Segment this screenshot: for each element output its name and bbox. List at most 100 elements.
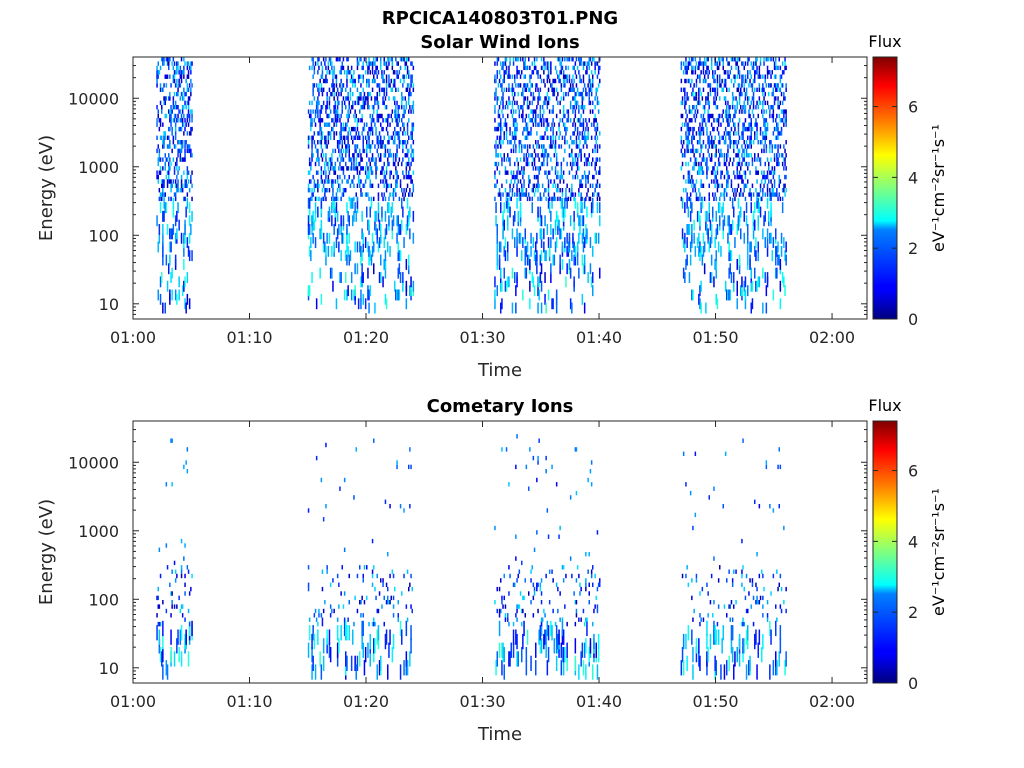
heatmap-cell: [357, 161, 360, 167]
heatmap-cell: [179, 608, 182, 614]
heatmap-cell: [733, 148, 735, 154]
heatmap-cell: [380, 179, 382, 184]
heatmap-cell: [369, 206, 371, 218]
heatmap-cell: [406, 83, 409, 88]
heatmap-cell: [757, 105, 759, 110]
heatmap-cell: [708, 83, 710, 88]
heatmap-cell: [727, 153, 729, 158]
heatmap-cell: [342, 604, 345, 609]
heatmap-cell: [336, 118, 339, 123]
heatmap-cell: [335, 78, 338, 84]
heatmap-cell: [496, 57, 498, 62]
heatmap-cell: [355, 131, 357, 136]
heatmap-cell: [765, 285, 768, 297]
heatmap-cell: [190, 109, 192, 114]
heatmap-cell: [557, 633, 559, 650]
heatmap-cell: [531, 161, 533, 167]
heatmap-cell: [395, 153, 397, 158]
heatmap-cell: [524, 254, 526, 266]
heatmap-cell: [341, 565, 343, 570]
heatmap-cell: [599, 196, 601, 202]
heatmap-cell: [524, 192, 526, 197]
heatmap-cell: [558, 74, 560, 79]
heatmap-cell: [723, 196, 726, 202]
heatmap-cell: [541, 153, 544, 158]
heatmap-cell: [312, 625, 314, 641]
heatmap-cell: [575, 153, 578, 158]
heatmap-cell: [496, 96, 498, 101]
heatmap-cell: [698, 61, 700, 66]
heatmap-cell: [352, 215, 354, 227]
heatmap-cell: [730, 250, 733, 262]
heatmap-cell: [324, 600, 326, 605]
heatmap-cell: [512, 96, 515, 101]
heatmap-cell: [521, 560, 523, 566]
heatmap-cell: [765, 148, 768, 154]
heatmap-cell: [736, 259, 738, 270]
heatmap-cell: [318, 100, 320, 106]
heatmap-cell: [366, 174, 368, 180]
heatmap-cell: [558, 122, 560, 127]
heatmap-cell: [738, 57, 741, 62]
heatmap-cell: [191, 196, 193, 202]
heatmap-cell: [783, 237, 785, 248]
heatmap-cell: [341, 140, 343, 145]
heatmap-cell: [515, 118, 517, 123]
heatmap-cell: [157, 109, 159, 114]
heatmap-cell: [561, 188, 564, 193]
heatmap-cell: [588, 552, 590, 557]
heatmap-cell: [518, 170, 521, 175]
heatmap-cell: [374, 78, 376, 84]
heatmap-cell: [392, 595, 395, 601]
heatmap-cell: [349, 91, 352, 97]
heatmap-cell: [571, 250, 573, 262]
heatmap-cell: [705, 144, 707, 149]
heatmap-cell: [762, 188, 764, 193]
heatmap-cell: [505, 157, 508, 162]
heatmap-cell: [750, 144, 752, 149]
heatmap-cell: [334, 100, 337, 106]
heatmap-cell: [366, 565, 368, 570]
heatmap-cell: [766, 122, 769, 127]
heatmap-cell: [332, 87, 334, 92]
heatmap-cell: [592, 621, 594, 627]
heatmap-cell: [536, 131, 538, 136]
heatmap-cell: [709, 157, 712, 162]
heatmap-cell: [395, 179, 397, 184]
heatmap-cell: [597, 232, 600, 244]
heatmap-cell: [307, 285, 310, 297]
heatmap-cell: [385, 179, 388, 184]
heatmap-cell: [515, 174, 517, 180]
heatmap-cell: [741, 161, 743, 167]
heatmap-cell: [744, 161, 747, 167]
heatmap-cell: [343, 174, 346, 180]
heatmap-cell: [390, 135, 392, 140]
heatmap-cell: [406, 87, 409, 92]
heatmap-cell: [698, 170, 700, 175]
heatmap-cell: [686, 144, 688, 149]
heatmap-cell: [536, 174, 538, 180]
heatmap-cell: [713, 166, 715, 171]
heatmap-cell: [747, 245, 749, 257]
heatmap-cell: [518, 113, 521, 119]
heatmap-cell: [163, 61, 165, 66]
heatmap-cell: [156, 118, 158, 123]
heatmap-cell: [684, 122, 686, 127]
heatmap-cell: [388, 83, 390, 88]
heatmap-cell: [375, 70, 377, 75]
heatmap-cell: [410, 179, 412, 184]
heatmap-cell: [780, 109, 783, 114]
heatmap-cell: [567, 91, 570, 97]
heatmap-cell: [184, 183, 186, 188]
heatmap-cell: [405, 259, 408, 270]
heatmap-cell: [713, 276, 715, 288]
heatmap-cell: [771, 188, 773, 193]
heatmap-cell: [705, 78, 707, 84]
heatmap-cell: [409, 582, 411, 587]
heatmap-cell: [524, 144, 526, 149]
heatmap-cell: [775, 87, 777, 92]
heatmap-cell: [561, 135, 564, 140]
heatmap-cell: [544, 272, 546, 283]
colorbar-solar-wind: [872, 56, 898, 320]
heatmap-cell: [557, 215, 559, 227]
